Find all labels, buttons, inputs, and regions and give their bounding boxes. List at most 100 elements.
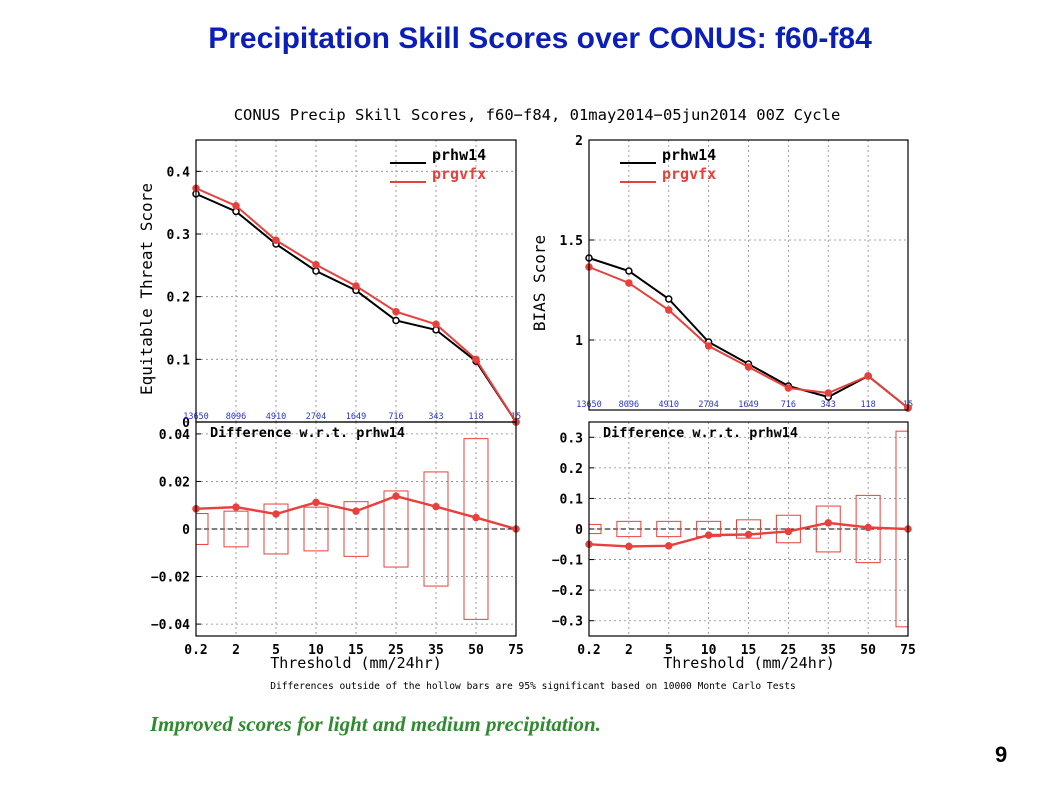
x-tick-label: 15 (348, 643, 364, 658)
significance-bar (815, 505, 841, 553)
sample-count-label: 2704 (306, 412, 326, 422)
data-point (665, 306, 673, 314)
xlabel-right: Threshold (mm/24hr) (663, 654, 835, 672)
legend-label: prgvfx (662, 165, 716, 183)
data-point (432, 502, 440, 511)
sample-count-label: 1649 (346, 412, 366, 422)
x-tick-label: 15 (741, 643, 757, 658)
data-point (432, 320, 440, 328)
data-point (312, 267, 320, 275)
data-point (272, 510, 280, 518)
sample-count-label: 8096 (226, 412, 246, 422)
x-tick-label: 0.2 (184, 643, 207, 658)
y-tick-label: 0.2 (167, 291, 190, 306)
data-point (784, 384, 793, 392)
legend-label: prhw14 (432, 146, 486, 164)
data-point (392, 492, 400, 500)
x-tick-label: 5 (665, 643, 673, 658)
data-point (864, 372, 872, 380)
slide-title: Precipitation Skill Scores over CONUS: f… (208, 22, 872, 55)
y-tick-label: 1.5 (560, 234, 583, 249)
chart-panel-top-right: 11.5213650809649102704164971634311815BIA… (530, 134, 913, 412)
y-axis-label: BIAS Score (530, 235, 549, 331)
sample-count-label: 118 (860, 400, 875, 410)
legend-label: prhw14 (662, 146, 716, 164)
data-point (472, 513, 480, 522)
series-line-prhw14 (195, 192, 517, 423)
x-tick-label: 0.2 (577, 643, 600, 658)
significance-bar (423, 471, 449, 587)
y-tick-label: 0.2 (560, 462, 583, 477)
data-point (232, 202, 240, 210)
y-tick-label: 0.3 (560, 431, 583, 446)
data-point (625, 542, 633, 551)
x-tick-label: 50 (468, 643, 484, 658)
x-tick-label: 25 (388, 643, 404, 658)
y-tick-label: 0.4 (167, 165, 191, 180)
difference-label: Difference w.r.t. prhw14 (603, 425, 798, 441)
plot-frame (195, 421, 517, 637)
difference-label: Difference w.r.t. prhw14 (210, 425, 405, 441)
x-tick-label: 35 (820, 643, 836, 658)
y-tick-label: 0.1 (560, 492, 584, 507)
sample-count-label: 118 (468, 412, 483, 422)
figure-footnote: Differences outside of the hollow bars a… (270, 681, 796, 692)
x-tick-label: 10 (308, 643, 324, 658)
data-point (704, 342, 713, 350)
data-point (665, 295, 673, 303)
plot-frame (588, 139, 909, 411)
data-point (232, 503, 240, 511)
significance-bar (223, 510, 249, 548)
sample-count-label: 4910 (659, 400, 679, 410)
sample-count-label: 343 (428, 412, 443, 422)
y-tick-label: −0.2 (552, 584, 583, 599)
y-tick-label: 0 (182, 416, 190, 431)
y-tick-label: 0 (575, 523, 583, 538)
y-tick-label: −0.02 (151, 571, 190, 586)
data-point (352, 507, 360, 515)
page-number: 9 (995, 742, 1008, 767)
y-tick-label: 0.3 (167, 228, 190, 243)
data-point (392, 316, 400, 325)
y-tick-label: 0.02 (159, 475, 190, 490)
data-point (312, 260, 320, 269)
data-point (392, 307, 400, 316)
significance-bar (263, 503, 289, 555)
sample-count-label: 716 (781, 400, 796, 410)
x-tick-label: 2 (625, 643, 633, 658)
xlabel-left: Threshold (mm/24hr) (270, 654, 442, 672)
chart-panel-bottom-right: −0.3 −0.2 −0.1 0 0.1 0.2 0.3 Difference w.r.t. … (552, 421, 916, 658)
chart-panel-bottom-left: −0.04 −0.02 0 0.02 0.04 Difference w.r.t. prh… (151, 421, 524, 658)
y-tick-label: −0.3 (552, 615, 583, 630)
y-tick-label: 0.1 (167, 353, 191, 368)
x-tick-label: 5 (272, 643, 280, 658)
data-point (824, 519, 832, 527)
significance-bar (656, 520, 682, 538)
x-tick-label: 2 (232, 643, 240, 658)
data-point (625, 267, 633, 275)
data-point (352, 282, 360, 290)
data-point (312, 498, 320, 507)
sample-count-label: 343 (821, 400, 836, 410)
sample-count-label: 8096 (619, 400, 639, 410)
significance-bar (463, 438, 489, 620)
sample-count-label: 4910 (266, 412, 286, 422)
data-point (824, 389, 832, 397)
y-tick-label: 1 (575, 334, 583, 349)
legend-label: prgvfx (432, 165, 486, 183)
significance-bar (383, 490, 409, 568)
data-point (744, 363, 753, 371)
data-point (744, 530, 753, 539)
plot-frame (588, 421, 909, 637)
sample-count-label: 2704 (698, 400, 718, 410)
data-point (864, 523, 872, 532)
y-tick-label: −0.1 (552, 554, 583, 569)
x-tick-label: 25 (781, 643, 797, 658)
sample-count-label: 716 (388, 412, 403, 422)
data-point (665, 542, 673, 550)
y-tick-label: 0 (182, 523, 190, 538)
sample-count-label: 1649 (738, 400, 758, 410)
x-tick-label: 50 (860, 643, 876, 658)
data-point (472, 355, 480, 364)
